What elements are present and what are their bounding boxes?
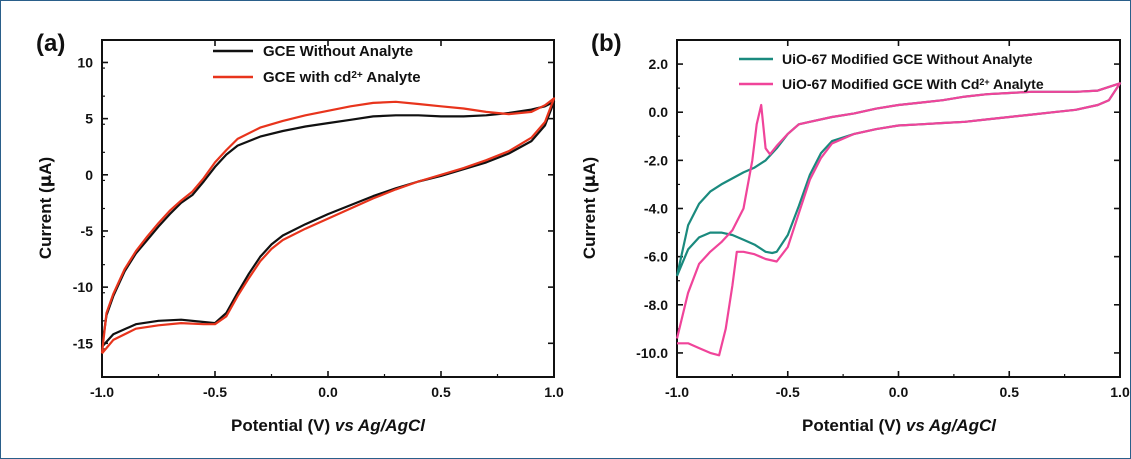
x-tick-label: 1.0 bbox=[1110, 384, 1130, 400]
legend-label-2: UiO-67 Modified GCE With Cd2+ Analyte bbox=[782, 76, 1044, 92]
y-tick-label: -10 bbox=[73, 279, 93, 295]
x-tick-label: 0.5 bbox=[431, 384, 451, 400]
series-line-1 bbox=[100, 100, 556, 348]
chart-panel-a: -1.0 -0.5 0.0 0.5 1.0 -15 -10 -5 0 5 10 GCE Without… bbox=[36, 30, 564, 435]
y-tick-label: 5 bbox=[85, 111, 93, 127]
y-tick-label: 0 bbox=[85, 167, 93, 183]
x-tick-label: 0.0 bbox=[889, 384, 909, 400]
legend-label-1: GCE Without Analyte bbox=[263, 43, 413, 60]
y-tick-label: -2.0 bbox=[644, 152, 668, 168]
x-axis-label: Potential (V) vs Ag/AgCl bbox=[802, 416, 997, 435]
x-tick-label: 0.0 bbox=[318, 384, 338, 400]
x-tick-label: -1.0 bbox=[665, 384, 689, 400]
series-line-2 bbox=[675, 82, 1122, 357]
y-tick-label: -4.0 bbox=[644, 201, 668, 217]
y-tick-label: -8.0 bbox=[644, 297, 668, 313]
y-tick-label: 0.0 bbox=[649, 104, 669, 120]
panel-label: (b) bbox=[591, 30, 622, 57]
x-tick-label: -0.5 bbox=[776, 384, 800, 400]
series-line-2 bbox=[100, 97, 556, 355]
y-tick-label: -15 bbox=[73, 335, 93, 351]
y-axis-label: Current (μA) bbox=[580, 157, 600, 259]
y-tick-label: 2.0 bbox=[649, 56, 669, 72]
legend-label-2: GCE with cd2+ Analyte bbox=[263, 69, 421, 86]
y-tick-label: 10 bbox=[77, 54, 93, 70]
chart-panel-b: -1.0 -0.5 0.0 0.5 1.0 -10.0 -8.0 -6.0 -4.0 -2.0 0.… bbox=[580, 30, 1130, 435]
y-tick-label: -6.0 bbox=[644, 249, 668, 265]
x-tick-label: 1.0 bbox=[544, 384, 564, 400]
y-tick-label: -5 bbox=[81, 223, 94, 239]
y-tick-label: -10.0 bbox=[636, 345, 668, 361]
x-tick-label: -0.5 bbox=[203, 384, 227, 400]
panel-label: (a) bbox=[36, 30, 65, 57]
plot-area bbox=[101, 39, 555, 378]
x-tick-label: -1.0 bbox=[90, 384, 114, 400]
x-axis-label: Potential (V) vs Ag/AgCl bbox=[231, 416, 426, 435]
x-tick-label: 0.5 bbox=[1000, 384, 1020, 400]
legend-label-1: UiO-67 Modified GCE Without Analyte bbox=[782, 51, 1033, 67]
y-axis-label: Current (μA) bbox=[36, 157, 56, 259]
